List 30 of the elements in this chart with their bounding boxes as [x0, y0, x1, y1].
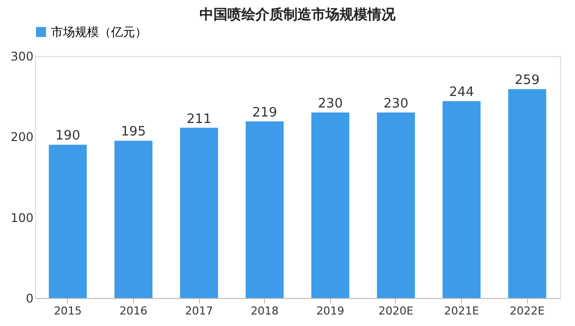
x-tick-label: 2021E: [444, 304, 480, 318]
x-tick-label: 2017: [185, 304, 214, 318]
data-label: 190: [55, 128, 80, 144]
data-label: 259: [514, 73, 540, 88]
data-label: 195: [121, 124, 146, 140]
bar: [311, 112, 350, 298]
x-tick-label: 2019: [316, 304, 344, 318]
x-tick-label: 2018: [250, 304, 279, 318]
chart-title: 中国喷绘介质制造市场规模情况: [200, 6, 396, 23]
y-tick-label: 300: [10, 50, 34, 64]
bar: [48, 144, 87, 298]
x-tick-label: 2016: [119, 304, 148, 318]
legend-label: 市场规模（亿元）: [51, 25, 147, 39]
y-tick-label: 200: [10, 130, 34, 144]
data-label: 230: [384, 96, 408, 112]
bar: [246, 121, 284, 298]
data-label: 244: [449, 85, 474, 100]
bar: [114, 140, 152, 298]
bar: [180, 128, 218, 298]
bar: [508, 89, 546, 298]
x-tick-label: 2022E: [510, 304, 545, 318]
x-tick-label: 2015: [54, 304, 82, 318]
bar: [376, 112, 415, 298]
data-label: 230: [318, 96, 343, 112]
y-tick-label: 0: [26, 292, 34, 306]
data-label: 219: [252, 105, 278, 120]
bar: [442, 101, 481, 298]
x-tick-label: 2020E: [378, 304, 414, 318]
y-tick-label: 100: [10, 210, 34, 225]
data-label: 211: [186, 112, 212, 127]
